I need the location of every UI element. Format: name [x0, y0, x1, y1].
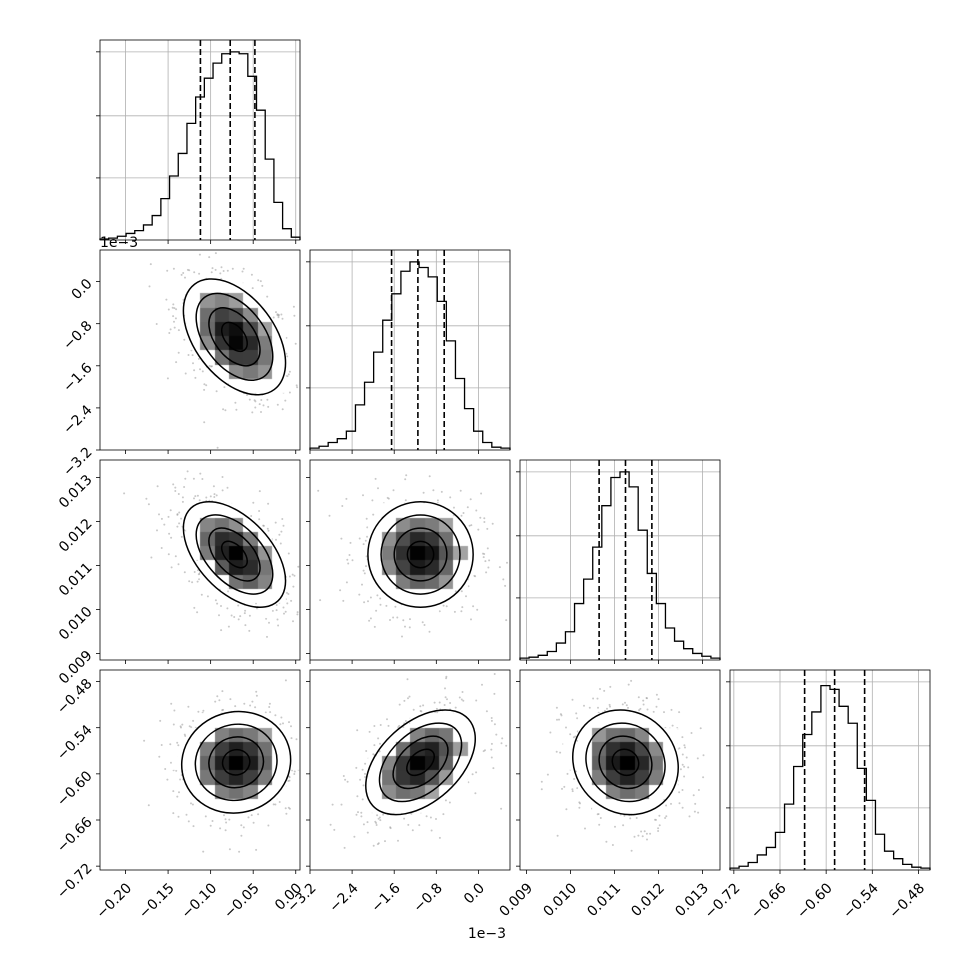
- x-tick-label-1-4: 0.0: [461, 880, 488, 907]
- histogram-steps-3: [729, 684, 931, 870]
- x-tick-label-0-1: −0.15: [136, 880, 178, 922]
- histogram-panel-1: [306, 249, 511, 454]
- contour-level-2: [194, 723, 278, 802]
- y-tick-label-1-0: −3.2: [60, 444, 95, 479]
- density-panel-0-2: [96, 459, 301, 664]
- y-tick-label-2-1: 0.010: [56, 604, 96, 644]
- histogram-steps-1: [309, 261, 511, 450]
- x-tick-label-2-3: 0.012: [628, 880, 668, 920]
- y-tick-label-3-0: −0.72: [54, 860, 96, 902]
- panel-frame: [99, 249, 301, 451]
- x-tick-label-2-2: 0.011: [584, 880, 624, 920]
- x-tick-label-2-1: 0.010: [540, 880, 580, 920]
- density-image: [100, 670, 300, 870]
- x-tick-label-0-3: −0.05: [221, 880, 263, 922]
- contour-level-3: [182, 278, 287, 396]
- density-panel-1-2: [306, 459, 511, 664]
- contour-level-2: [195, 292, 274, 382]
- x-tick-label-3-0: −0.72: [702, 880, 744, 922]
- y-tick-label-1-4: 0.0: [69, 276, 96, 303]
- x-tick-label-2-0: 0.009: [497, 880, 537, 920]
- x-tick-label-0-0: −0.20: [93, 880, 135, 922]
- panel-frame: [309, 669, 511, 871]
- contour-level-2: [195, 514, 274, 595]
- density-panel-0-3: [96, 669, 301, 874]
- density-image: [100, 460, 300, 660]
- panel-frame: [519, 459, 721, 661]
- density-image: [520, 670, 720, 870]
- contour-level-3: [182, 501, 287, 609]
- density-image: [310, 460, 510, 660]
- panel-frame: [519, 669, 721, 871]
- x-tick-label-3-4: −0.48: [886, 880, 928, 922]
- contour-level-3: [365, 709, 477, 816]
- y-tick-label-1-2: −1.6: [60, 360, 95, 395]
- histogram-panel-2: [516, 459, 721, 664]
- contour-level-1: [208, 527, 261, 582]
- x-tick-label-1-3: −0.8: [411, 880, 446, 915]
- contour-level-2: [380, 514, 461, 595]
- x-tick-label-1-2: −1.6: [368, 880, 403, 915]
- panel-frame: [99, 39, 301, 241]
- contour-level-1: [598, 735, 653, 790]
- panels-layer: −0.20 −0.15 −0.10 −0.05 0.00−3.2 −2.4 −1.6 −0.8…: [54, 39, 931, 942]
- panel-frame: [99, 669, 301, 871]
- panel-frame: [309, 249, 511, 451]
- y-tick-label-2-2: 0.011: [56, 560, 96, 600]
- contour-level-0: [406, 748, 435, 777]
- y-tick-label-2-3: 0.012: [56, 516, 96, 556]
- density-panel-0-1: [96, 249, 301, 454]
- y-tick-label-2-4: 0.013: [56, 472, 96, 512]
- panel-frame: [99, 459, 301, 661]
- contour-level-0: [406, 540, 435, 569]
- x-tick-label-3-3: −0.54: [840, 880, 882, 922]
- y-tick-label-3-2: −0.60: [54, 768, 96, 810]
- contour-level-1: [392, 735, 449, 790]
- histogram-panel-3: [726, 669, 931, 874]
- density-image: [100, 250, 300, 450]
- y-tick-label-1-3: −0.8: [60, 318, 95, 353]
- contour-level-1: [208, 307, 261, 367]
- x-tick-label-1-1: −2.4: [326, 880, 361, 915]
- contour-level-2: [585, 722, 666, 803]
- contour-level-1: [208, 736, 265, 789]
- contour-level-0: [220, 321, 248, 353]
- contour-level-0: [611, 748, 640, 777]
- panel-frame: [729, 669, 931, 871]
- y-tick-label-3-4: −0.48: [54, 676, 96, 718]
- panel-frame: [309, 459, 511, 661]
- contour-level-0: [220, 540, 248, 569]
- contour-level-3: [571, 709, 679, 816]
- density-panel-2-3: [516, 669, 721, 874]
- x-offset-label: 1e−3: [468, 926, 506, 942]
- histogram-panel-0: [96, 39, 301, 244]
- density-image: [310, 670, 510, 870]
- y-tick-label-3-3: −0.54: [54, 722, 96, 764]
- histogram-steps-2: [519, 471, 721, 660]
- x-tick-label-0-2: −0.10: [179, 880, 221, 922]
- contour-level-1: [393, 527, 448, 582]
- y-tick-label-1-1: −2.4: [60, 402, 95, 437]
- contour-level-2: [378, 722, 463, 803]
- x-tick-label-3-1: −0.66: [748, 880, 790, 922]
- y-offset-label: 1e−3: [100, 235, 138, 251]
- y-tick-label-3-1: −0.66: [54, 814, 96, 856]
- contour-level-0: [221, 748, 251, 776]
- x-tick-label-3-2: −0.60: [794, 880, 836, 922]
- contour-level-3: [180, 710, 292, 814]
- density-panel-1-3: [306, 669, 511, 874]
- contour-level-3: [367, 501, 474, 609]
